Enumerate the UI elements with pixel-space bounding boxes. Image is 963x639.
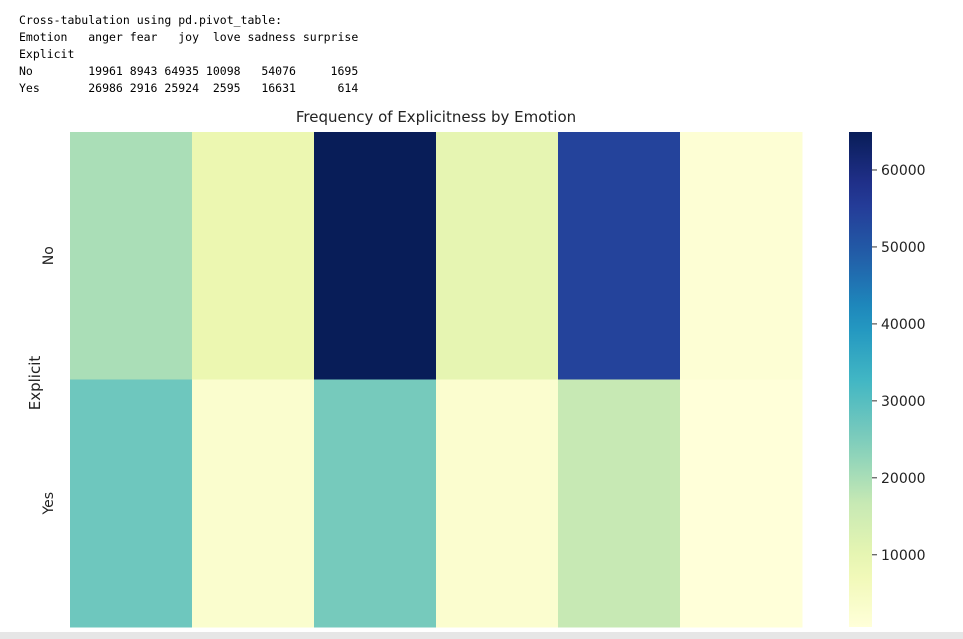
heatmap-cell-no-fear — [192, 132, 315, 380]
colorbar — [849, 132, 872, 627]
y-axis-label: Explicit — [26, 356, 44, 411]
row-tick-labels: No Yes — [41, 246, 57, 515]
heatmap-cell-yes-love — [436, 379, 559, 628]
row-label-yes: Yes — [41, 492, 57, 516]
heatmap-cell-yes-sadness — [558, 379, 681, 628]
colorbar-ticks: 10000 20000 30000 40000 50000 60000 — [872, 163, 926, 564]
heatmap-cell-no-love — [436, 132, 559, 380]
heatmap-cells — [70, 132, 803, 628]
cell-output-text: Cross-tabulation using pd.pivot_table: E… — [19, 13, 359, 95]
colorbar-tick-label-30000: 30000 — [881, 394, 926, 410]
colorbar-tick-label-20000: 20000 — [881, 471, 926, 487]
heatmap-cell-no-surprise — [680, 132, 803, 380]
heatmap-cell-no-joy — [314, 132, 437, 380]
row-label-no: No — [41, 246, 57, 265]
heatmap-cell-no-anger — [70, 132, 193, 380]
horizontal-scrollbar[interactable] — [0, 632, 963, 639]
colorbar-tick-label-40000: 40000 — [881, 317, 926, 333]
heatmap-cell-yes-fear — [192, 379, 315, 628]
colorbar-tick-label-50000: 50000 — [881, 240, 926, 256]
heatmap-cell-yes-anger — [70, 379, 193, 628]
heatmap-cell-yes-joy — [314, 379, 437, 628]
heatmap-cell-no-sadness — [558, 132, 681, 380]
colorbar-tick-label-10000: 10000 — [881, 548, 926, 564]
chart-title: Frequency of Explicitness by Emotion — [295, 108, 577, 126]
heatmap-cell-yes-surprise — [680, 379, 803, 628]
colorbar-tick-label-60000: 60000 — [881, 163, 926, 179]
